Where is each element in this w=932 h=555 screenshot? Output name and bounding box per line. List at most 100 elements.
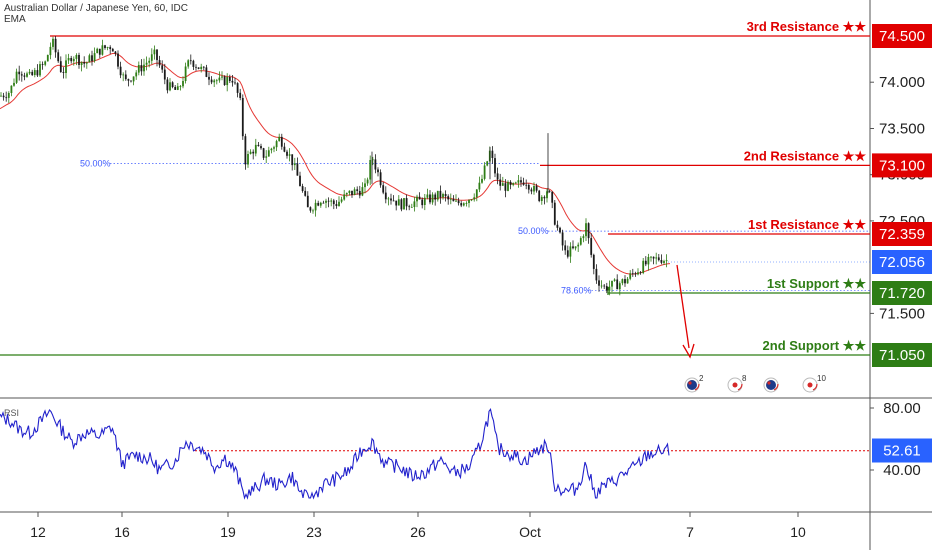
candle bbox=[397, 195, 400, 206]
candle bbox=[182, 76, 184, 89]
candle-body bbox=[465, 203, 468, 204]
candle bbox=[496, 167, 499, 185]
candle-body bbox=[83, 62, 86, 64]
candle bbox=[499, 173, 502, 191]
candle bbox=[473, 193, 476, 202]
candle bbox=[280, 133, 283, 150]
candle-body bbox=[182, 81, 184, 87]
candle bbox=[647, 253, 650, 271]
candle-body bbox=[275, 141, 278, 148]
candle-body bbox=[655, 257, 658, 259]
candle-body bbox=[379, 172, 382, 186]
candle bbox=[613, 278, 616, 282]
candle bbox=[314, 199, 317, 217]
candle-body bbox=[483, 165, 486, 179]
candle bbox=[104, 44, 106, 50]
candle bbox=[260, 143, 262, 150]
candle-body bbox=[457, 200, 460, 204]
candle-body bbox=[455, 200, 457, 202]
candle bbox=[410, 203, 413, 208]
candle bbox=[447, 194, 450, 205]
candle bbox=[603, 284, 606, 289]
candle bbox=[15, 68, 18, 84]
candle-body bbox=[319, 202, 322, 206]
candle-body bbox=[104, 45, 106, 48]
level-badge-bg bbox=[872, 343, 932, 367]
candle bbox=[351, 190, 353, 198]
candle-body bbox=[187, 60, 190, 67]
candle bbox=[486, 160, 489, 167]
candle bbox=[322, 200, 325, 204]
candle-body bbox=[267, 150, 270, 157]
candle-body bbox=[340, 199, 343, 202]
event-dot-icon bbox=[807, 382, 813, 388]
candle bbox=[31, 69, 34, 76]
candle-body bbox=[249, 151, 252, 154]
candle bbox=[158, 55, 161, 68]
candle-body bbox=[54, 38, 57, 53]
candle-body bbox=[538, 190, 541, 201]
candle bbox=[111, 47, 114, 52]
candle bbox=[202, 66, 205, 71]
candle-body bbox=[28, 71, 31, 74]
symbol-title: Australian Dollar / Japanese Yen, 60, ID… bbox=[4, 3, 188, 14]
candle-body bbox=[257, 144, 260, 147]
candle-body bbox=[416, 196, 418, 202]
candle-body bbox=[111, 48, 114, 52]
candle bbox=[338, 196, 340, 207]
candle-body bbox=[353, 189, 356, 195]
candle bbox=[239, 88, 242, 101]
candle bbox=[449, 193, 452, 205]
candle bbox=[83, 56, 86, 68]
candle bbox=[556, 220, 559, 231]
candle bbox=[551, 191, 554, 209]
candle-body bbox=[444, 194, 447, 197]
level-badge-value: 71.720 bbox=[879, 285, 925, 302]
candle-body bbox=[413, 201, 416, 207]
candle bbox=[267, 146, 270, 157]
candle-body bbox=[439, 190, 442, 198]
candle bbox=[130, 80, 132, 83]
level-badge-bg bbox=[872, 153, 932, 178]
candle-body bbox=[660, 260, 663, 263]
candle-body bbox=[156, 49, 158, 61]
candle-body bbox=[598, 280, 600, 286]
candle-body bbox=[301, 186, 304, 191]
current-price-badge: 72.056 bbox=[872, 250, 932, 274]
candle bbox=[364, 178, 366, 194]
candle bbox=[85, 61, 88, 69]
candle-body bbox=[481, 178, 483, 183]
candle-body bbox=[286, 151, 288, 156]
candle bbox=[387, 196, 390, 206]
candle bbox=[642, 258, 645, 275]
candle-body bbox=[478, 182, 481, 190]
candle bbox=[546, 188, 548, 203]
candle bbox=[117, 50, 119, 70]
candle-body bbox=[468, 200, 470, 203]
candle-body bbox=[33, 70, 36, 75]
rsi-current-value: 52.61 bbox=[883, 443, 921, 460]
candle bbox=[59, 56, 62, 73]
candle bbox=[514, 181, 517, 184]
candle bbox=[431, 192, 434, 205]
candle-body bbox=[184, 66, 187, 81]
level-badge-resistance: 74.500 bbox=[872, 24, 932, 48]
time-tick-label: 12 bbox=[30, 524, 46, 540]
candle bbox=[20, 71, 23, 82]
candle bbox=[468, 199, 470, 208]
candle-body bbox=[254, 144, 257, 154]
candle-body bbox=[426, 194, 429, 198]
candle-body bbox=[163, 69, 166, 80]
candle-body bbox=[293, 163, 296, 166]
candle-body bbox=[114, 51, 117, 54]
candle bbox=[361, 182, 364, 197]
candle-body bbox=[613, 279, 616, 281]
candle bbox=[452, 195, 455, 202]
candle-body bbox=[491, 150, 494, 158]
candle bbox=[33, 67, 36, 78]
candle bbox=[543, 195, 546, 205]
candle-body bbox=[5, 97, 8, 99]
event-arc-icon bbox=[773, 383, 779, 391]
candle bbox=[408, 204, 411, 211]
candle-body bbox=[663, 261, 665, 263]
